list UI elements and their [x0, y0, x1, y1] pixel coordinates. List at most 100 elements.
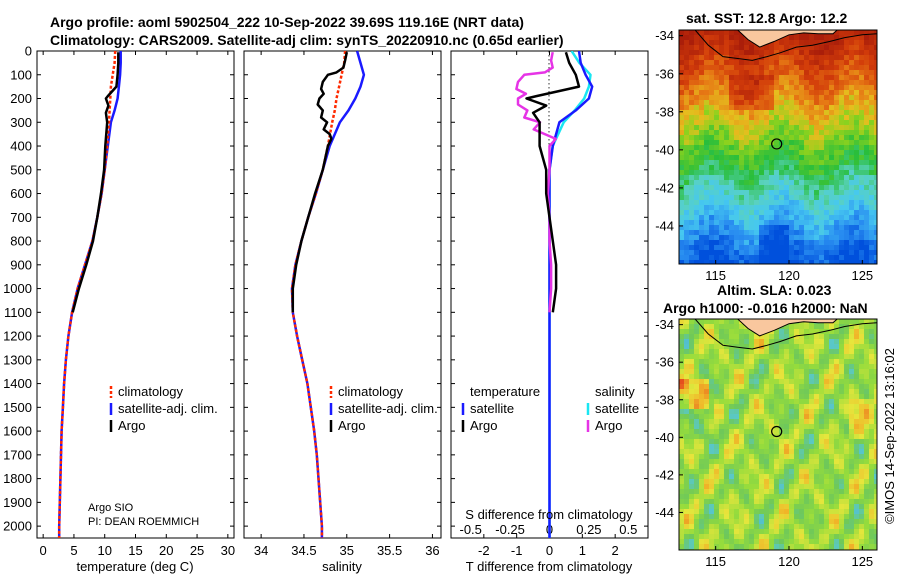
map-cell: [774, 105, 780, 111]
map-cell: [689, 185, 695, 191]
map-cell: [824, 130, 830, 136]
map-cell: [749, 474, 755, 480]
map-cell: [694, 379, 700, 385]
map-cell: [729, 499, 735, 505]
map-cell: [724, 389, 730, 395]
map-cell: [784, 439, 790, 445]
map-cell: [824, 489, 830, 495]
map-cell: [704, 399, 710, 405]
map-cell: [749, 434, 755, 440]
map-cell: [684, 110, 690, 116]
map-cell: [844, 175, 850, 181]
map-cell: [774, 459, 780, 465]
map-cell: [724, 379, 730, 385]
map-cell: [794, 489, 800, 495]
map-cell: [859, 165, 865, 171]
map-cell: [709, 130, 715, 136]
map-cell: [834, 185, 840, 191]
map-cell: [809, 110, 815, 116]
map-cell: [874, 534, 877, 540]
map-cell: [794, 339, 800, 345]
map-cell: [689, 130, 695, 136]
map-cell: [734, 459, 740, 465]
legend-satellite: satellite-adj. clim.: [118, 401, 218, 416]
map-cell: [839, 339, 845, 345]
map-cell: [874, 55, 877, 61]
map-cell: [679, 200, 685, 206]
map-cell: [794, 110, 800, 116]
map-cell: [809, 130, 815, 136]
map-cell: [679, 140, 685, 146]
map-cell: [869, 120, 875, 126]
map-cell: [789, 145, 795, 151]
map-cell: [739, 374, 745, 380]
map-cell: [734, 374, 740, 380]
map-cell: [734, 145, 740, 151]
map-cell: [679, 255, 685, 261]
map-cell: [704, 359, 710, 365]
map-cell: [684, 344, 690, 350]
map-cell: [819, 459, 825, 465]
map-cell: [814, 394, 820, 400]
map-cell: [729, 399, 735, 405]
map-cell: [839, 509, 845, 515]
map-cell: [834, 379, 840, 385]
map-cell: [859, 519, 865, 525]
map-cell: [849, 484, 855, 490]
map-cell: [869, 409, 875, 415]
map-cell: [769, 499, 775, 505]
map-cell: [784, 70, 790, 76]
map-cell: [854, 185, 860, 191]
map-cell: [679, 225, 685, 231]
map-cell: [809, 459, 815, 465]
x-tick-label: 36: [425, 543, 439, 558]
map-cell: [864, 150, 870, 156]
map-cell: [754, 250, 760, 256]
map-cell: [759, 95, 765, 101]
map-cell: [869, 200, 875, 206]
map-cell: [814, 135, 820, 141]
map-cell: [719, 464, 725, 470]
map-cell: [714, 95, 720, 101]
map-cell: [779, 379, 785, 385]
map-cell: [709, 369, 715, 375]
map-cell: [794, 404, 800, 410]
map-cell: [709, 90, 715, 96]
map-cell: [709, 509, 715, 515]
map-cell: [849, 200, 855, 206]
map-cell: [849, 250, 855, 256]
map-cell: [849, 195, 855, 201]
map-cell: [794, 250, 800, 256]
map-cell: [749, 55, 755, 61]
map-cell: [804, 544, 810, 550]
map-cell: [724, 85, 730, 91]
map-cell: [864, 70, 870, 76]
map-cell: [784, 469, 790, 475]
map-cell: [724, 30, 730, 36]
map-cell: [844, 200, 850, 206]
map-cell: [689, 394, 695, 400]
map-cell: [694, 205, 700, 211]
map-cell: [704, 235, 710, 241]
map-cell: [719, 539, 725, 545]
map-cell: [784, 499, 790, 505]
map-cell: [724, 449, 730, 455]
map-cell: [699, 539, 705, 545]
map-cell: [804, 50, 810, 56]
map-cell: [844, 60, 850, 66]
map-cell: [849, 459, 855, 465]
map-cell: [704, 110, 710, 116]
map-cell: [729, 504, 735, 510]
map-cell: [814, 170, 820, 176]
map-cell: [834, 414, 840, 420]
map-cell: [709, 65, 715, 71]
map-cell: [764, 250, 770, 256]
map-cell: [729, 185, 735, 191]
map-cell: [719, 364, 725, 370]
map-cell: [814, 444, 820, 450]
map-cell: [834, 359, 840, 365]
map-cell: [814, 534, 820, 540]
map-cell: [859, 70, 865, 76]
map-cell: [779, 155, 785, 161]
map-cell: [844, 150, 850, 156]
